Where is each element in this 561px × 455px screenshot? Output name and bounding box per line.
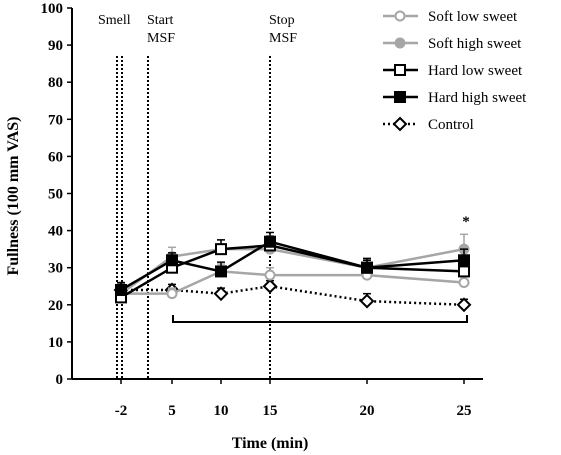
data-point (361, 261, 373, 274)
x-tick-label: 15 (263, 403, 278, 419)
y-tick-label: 10 (48, 335, 63, 351)
y-tick-label: 90 (48, 38, 63, 54)
x-axis-title: Time (min) (232, 435, 309, 452)
x-tick-label: 20 (360, 403, 375, 419)
y-tick-label: 70 (48, 112, 63, 128)
series-group (113, 231, 472, 313)
legend-label: Soft high sweet (428, 36, 522, 52)
legend-marker (394, 64, 406, 76)
legend-marker (392, 116, 408, 132)
x-tick-label: 10 (214, 403, 229, 419)
legend-marker (394, 37, 406, 49)
x-tick-label: 25 (457, 403, 472, 419)
x-tick-label: -2 (115, 403, 128, 419)
legend-marker (394, 10, 406, 22)
y-tick-label: 80 (48, 75, 63, 91)
phase-label: Smell (98, 13, 131, 28)
data-point (359, 293, 375, 309)
legend-label: Hard low sweet (428, 63, 523, 79)
bracket-line (172, 315, 468, 323)
legend-item: Control (383, 116, 474, 133)
legend-item: Soft high sweet (383, 36, 522, 52)
legend-label: Hard high sweet (428, 90, 527, 106)
data-point (458, 254, 470, 267)
y-tick-label: 0 (56, 372, 64, 388)
y-tick-label: 30 (48, 261, 63, 277)
data-point (458, 265, 470, 278)
data-point (262, 278, 278, 294)
significance-bracket: * (172, 214, 470, 323)
phase-label: Stop (269, 13, 295, 28)
data-point (215, 265, 227, 278)
phase-label: Start (147, 13, 174, 28)
data-point (456, 297, 472, 313)
data-point (166, 288, 178, 300)
legend-label: Control (428, 117, 474, 133)
series-line (120, 244, 465, 299)
axes: 0 10 20 30 40 50 60 70 80 90 100 -2 5 10 15 20 25 (41, 1, 483, 419)
y-tick-label: 40 (48, 224, 63, 240)
data-point (264, 269, 276, 281)
phase-label: MSF (147, 31, 175, 46)
data-point (458, 277, 470, 289)
legend-item: Hard high sweet (383, 90, 527, 106)
data-point (166, 254, 178, 267)
series-line (120, 240, 465, 292)
y-tick-label: 100 (41, 1, 64, 17)
x-tick-label: 5 (168, 403, 176, 419)
legend-item: Soft low sweet (383, 9, 518, 25)
y-axis-title: Fullness (100 mm VAS) (5, 117, 22, 276)
phase-label: MSF (269, 31, 297, 46)
data-point (115, 283, 127, 296)
y-tick-label: 60 (48, 149, 63, 165)
legend-label: Soft low sweet (428, 9, 518, 25)
phase-markers: Smell Start MSF Stop MSF (98, 13, 297, 379)
data-point (264, 235, 276, 248)
series-line (121, 270, 465, 295)
data-point (215, 243, 227, 256)
series-line (120, 247, 465, 295)
legend: Soft low sweet Soft high sweet Hard low sw… (383, 9, 527, 133)
significance-star: * (462, 214, 470, 230)
data-point (213, 286, 229, 302)
y-tick-label: 20 (48, 298, 63, 314)
y-tick-label: 50 (48, 187, 63, 203)
legend-item: Hard low sweet (383, 63, 523, 79)
series-hard-high-sweet (115, 231, 470, 296)
legend-marker (394, 91, 406, 103)
